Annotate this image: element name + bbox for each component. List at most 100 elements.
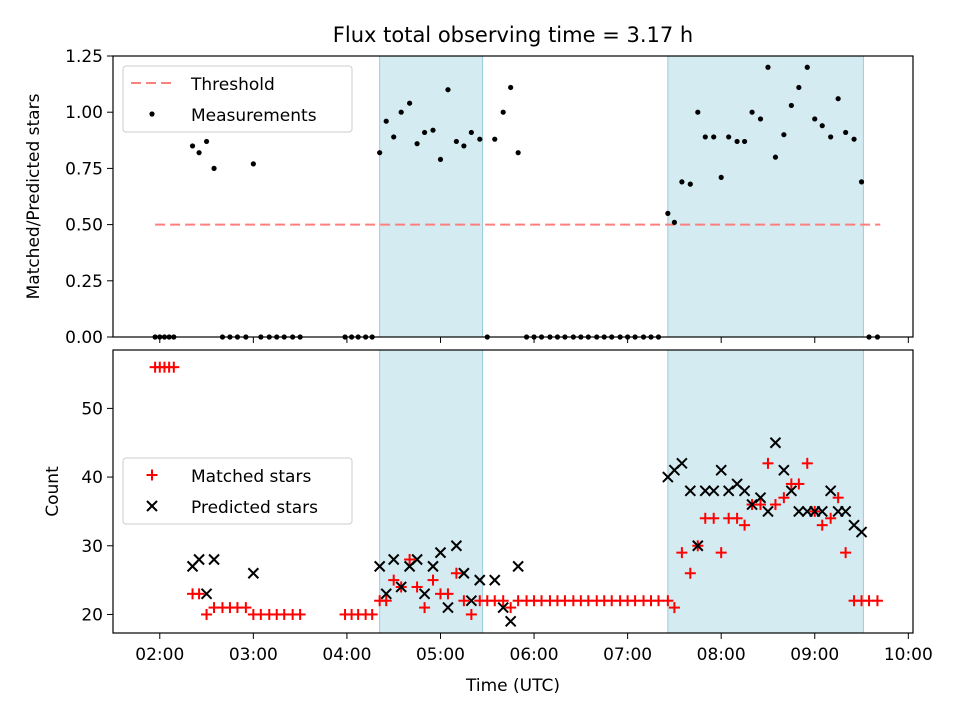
matched-star-point <box>465 608 477 620</box>
matched-star-point <box>442 588 454 600</box>
predicted-star-point <box>458 567 470 579</box>
x-stroke-b <box>778 464 790 476</box>
x-stroke-b <box>746 498 758 511</box>
measurement-point <box>477 136 483 142</box>
predicted-star-point <box>684 485 697 497</box>
x-stroke-b <box>769 437 782 449</box>
predicted-star-point <box>418 588 431 600</box>
measurement-point <box>189 143 196 149</box>
x-axis-label: Time (UTC) <box>465 676 560 696</box>
measurement-point <box>437 156 444 163</box>
measurement-point <box>788 102 794 109</box>
predicted-star-point <box>676 457 688 470</box>
matched-star-point <box>388 574 400 586</box>
predicted-star-point <box>395 581 407 593</box>
matched-star-point <box>778 492 790 504</box>
x-stroke-b <box>715 464 727 476</box>
x-stroke-b <box>411 553 423 566</box>
measurement-point <box>500 109 506 115</box>
x-stroke-b <box>512 560 524 573</box>
measurement-point <box>718 174 724 180</box>
predicted-star-point <box>778 464 790 476</box>
legend-predicted-label: Predicted stars <box>191 498 318 518</box>
matched-star-point <box>380 595 392 607</box>
legend-box <box>122 65 353 133</box>
matched-star-point <box>411 581 423 593</box>
predicted-star-point <box>738 485 751 497</box>
measurement-point <box>250 161 256 167</box>
matched-star-point <box>201 608 213 620</box>
matched-star-point <box>816 519 828 531</box>
measurement-point <box>671 219 678 225</box>
x-stroke-b <box>824 485 837 497</box>
legend-matched-swatch <box>146 469 158 481</box>
predicted-star-point <box>380 588 392 600</box>
predicted-star-point <box>450 540 463 552</box>
matched-star-point <box>419 602 431 614</box>
measurement-point <box>211 165 217 171</box>
measurement-point <box>453 138 459 145</box>
measurement-point <box>391 134 397 140</box>
x-tick-label: 02:00 <box>135 645 184 665</box>
predicted-star-point <box>699 485 711 497</box>
predicted-star-point <box>497 601 509 614</box>
measurement-point <box>772 154 779 160</box>
y-tick-label: 0.00 <box>65 328 103 348</box>
measurement-point <box>461 143 467 149</box>
measurement-point <box>687 181 693 187</box>
measurement-point <box>781 132 787 138</box>
matched-star-point <box>832 492 844 504</box>
measurement-point <box>726 134 732 140</box>
predicted-star-point <box>434 546 447 559</box>
predicted-star-point <box>489 574 501 586</box>
measurement-point <box>383 118 389 124</box>
x-stroke-b <box>722 485 735 497</box>
series-matched-stars <box>149 361 883 620</box>
measurement-point <box>196 150 202 156</box>
x-tick-label: 10:00 <box>884 645 933 665</box>
axes-frame <box>112 55 914 338</box>
x-stroke-b <box>676 457 688 470</box>
x-stroke-b <box>146 500 158 512</box>
x-stroke-b <box>497 601 509 614</box>
x-tick-label: 09:00 <box>790 645 839 665</box>
x-stroke-b <box>208 553 220 566</box>
x-tick-label: 07:00 <box>603 645 652 665</box>
measurement-point <box>421 129 428 136</box>
measurement-point <box>828 134 834 140</box>
legend-matched-label: Matched stars <box>191 467 311 487</box>
legend: Threshold Measurements <box>122 65 353 133</box>
x-stroke-b <box>247 567 260 579</box>
measurement-point <box>711 134 717 140</box>
predicted-star-point <box>816 505 828 518</box>
measurement-point <box>445 87 451 93</box>
predicted-star-point <box>746 498 758 511</box>
measurement-point <box>765 64 771 70</box>
x-stroke-b <box>738 485 751 497</box>
predicted-star-point <box>504 615 517 628</box>
measurement-point <box>695 109 701 115</box>
observing-window-1 <box>379 56 483 337</box>
x-stroke-b <box>442 601 454 614</box>
measurement-point <box>508 84 514 91</box>
predicted-star-point <box>208 553 220 566</box>
matched-star-point <box>739 519 751 531</box>
measurement-point <box>702 134 708 140</box>
measurement-point <box>414 141 420 147</box>
matched-star-point <box>801 457 813 469</box>
matched-star-point <box>708 512 720 524</box>
predicted-star-point <box>769 437 782 449</box>
predicted-star-point <box>824 485 837 497</box>
matched-star-point <box>240 602 252 614</box>
matched-star-point <box>294 608 306 620</box>
x-stroke-b <box>848 519 860 531</box>
x-stroke-b <box>785 485 798 497</box>
matched-star-point <box>450 567 462 579</box>
observing-window-1 <box>379 350 483 633</box>
y-tick-label: 40 <box>81 468 103 488</box>
predicted-star-point <box>715 464 727 476</box>
x-tick-label: 06:00 <box>510 645 559 665</box>
x-stroke-b <box>816 505 828 518</box>
matched-star-point <box>168 361 180 373</box>
y-tick-label: 1.25 <box>65 47 103 67</box>
